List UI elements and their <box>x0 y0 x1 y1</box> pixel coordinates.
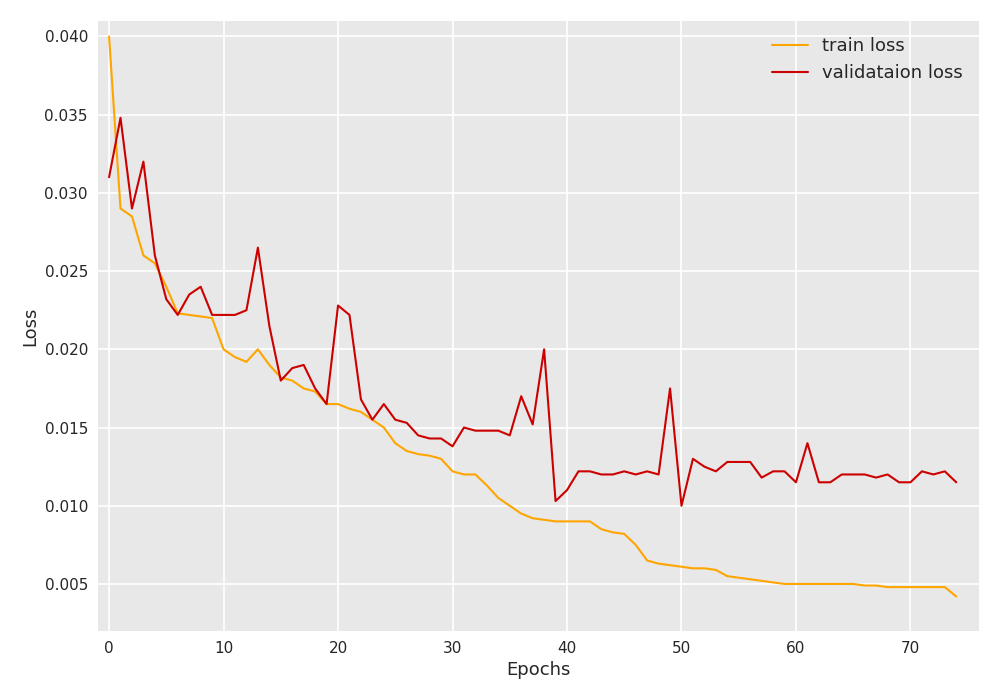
Y-axis label: Loss: Loss <box>21 306 39 346</box>
Line: validataion loss: validataion loss <box>109 118 956 505</box>
train loss <box>801 580 813 588</box>
train loss <box>172 309 184 318</box>
validataion loss <box>801 439 813 447</box>
train loss <box>767 578 779 587</box>
validataion loss <box>115 113 127 122</box>
validataion loss <box>790 478 802 486</box>
validataion loss <box>183 290 195 299</box>
validataion loss <box>103 173 115 181</box>
train loss <box>103 32 115 41</box>
validataion loss <box>767 467 779 475</box>
Line: train loss: train loss <box>109 36 956 596</box>
train loss <box>859 581 871 589</box>
Legend: train loss, validataion loss: train loss, validataion loss <box>764 30 970 90</box>
train loss <box>779 580 791 588</box>
validataion loss <box>882 470 894 479</box>
train loss <box>744 575 756 584</box>
train loss <box>950 592 962 601</box>
validataion loss <box>950 478 962 486</box>
validataion loss <box>824 478 836 486</box>
validataion loss <box>675 501 687 510</box>
X-axis label: Epochs: Epochs <box>506 662 571 679</box>
